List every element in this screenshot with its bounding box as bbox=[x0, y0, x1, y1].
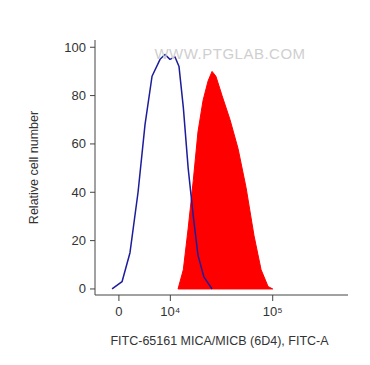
y-tick bbox=[90, 95, 95, 96]
y-tick-label: 80 bbox=[72, 88, 86, 103]
y-tick bbox=[90, 240, 95, 241]
y-tick-label: 20 bbox=[72, 233, 86, 248]
x-axis bbox=[95, 295, 348, 296]
y-tick bbox=[90, 288, 95, 289]
y-tick bbox=[90, 192, 95, 193]
chart: 0 20 40 60 80 100 0 10⁴ 10⁵ FITC-65161 MICA/MICB … bbox=[0, 0, 370, 365]
area bbox=[178, 71, 273, 289]
x-tick-label: 10⁵ bbox=[263, 304, 283, 319]
x-tick-label: 10⁴ bbox=[160, 304, 180, 319]
line bbox=[112, 55, 212, 289]
x-axis-label: FITC-65161 MICA/MICB (6D4), FITC-A bbox=[110, 334, 329, 348]
plot-area bbox=[112, 55, 273, 289]
x-tick bbox=[272, 295, 273, 301]
y-tick bbox=[90, 143, 95, 144]
x-tick bbox=[170, 295, 171, 301]
y-tick-label: 60 bbox=[72, 136, 86, 151]
y-axis bbox=[95, 40, 96, 295]
y-tick-label: 100 bbox=[64, 40, 86, 55]
y-tick-label: 40 bbox=[72, 185, 86, 200]
x-tick bbox=[118, 295, 119, 301]
y-tick bbox=[90, 47, 95, 48]
watermark: WWW.PTGLAB.COM bbox=[154, 45, 305, 62]
y-axis-label: Relative cell number bbox=[27, 111, 41, 224]
y-tick-label: 0 bbox=[79, 281, 86, 296]
x-tick-label: 0 bbox=[115, 304, 122, 319]
